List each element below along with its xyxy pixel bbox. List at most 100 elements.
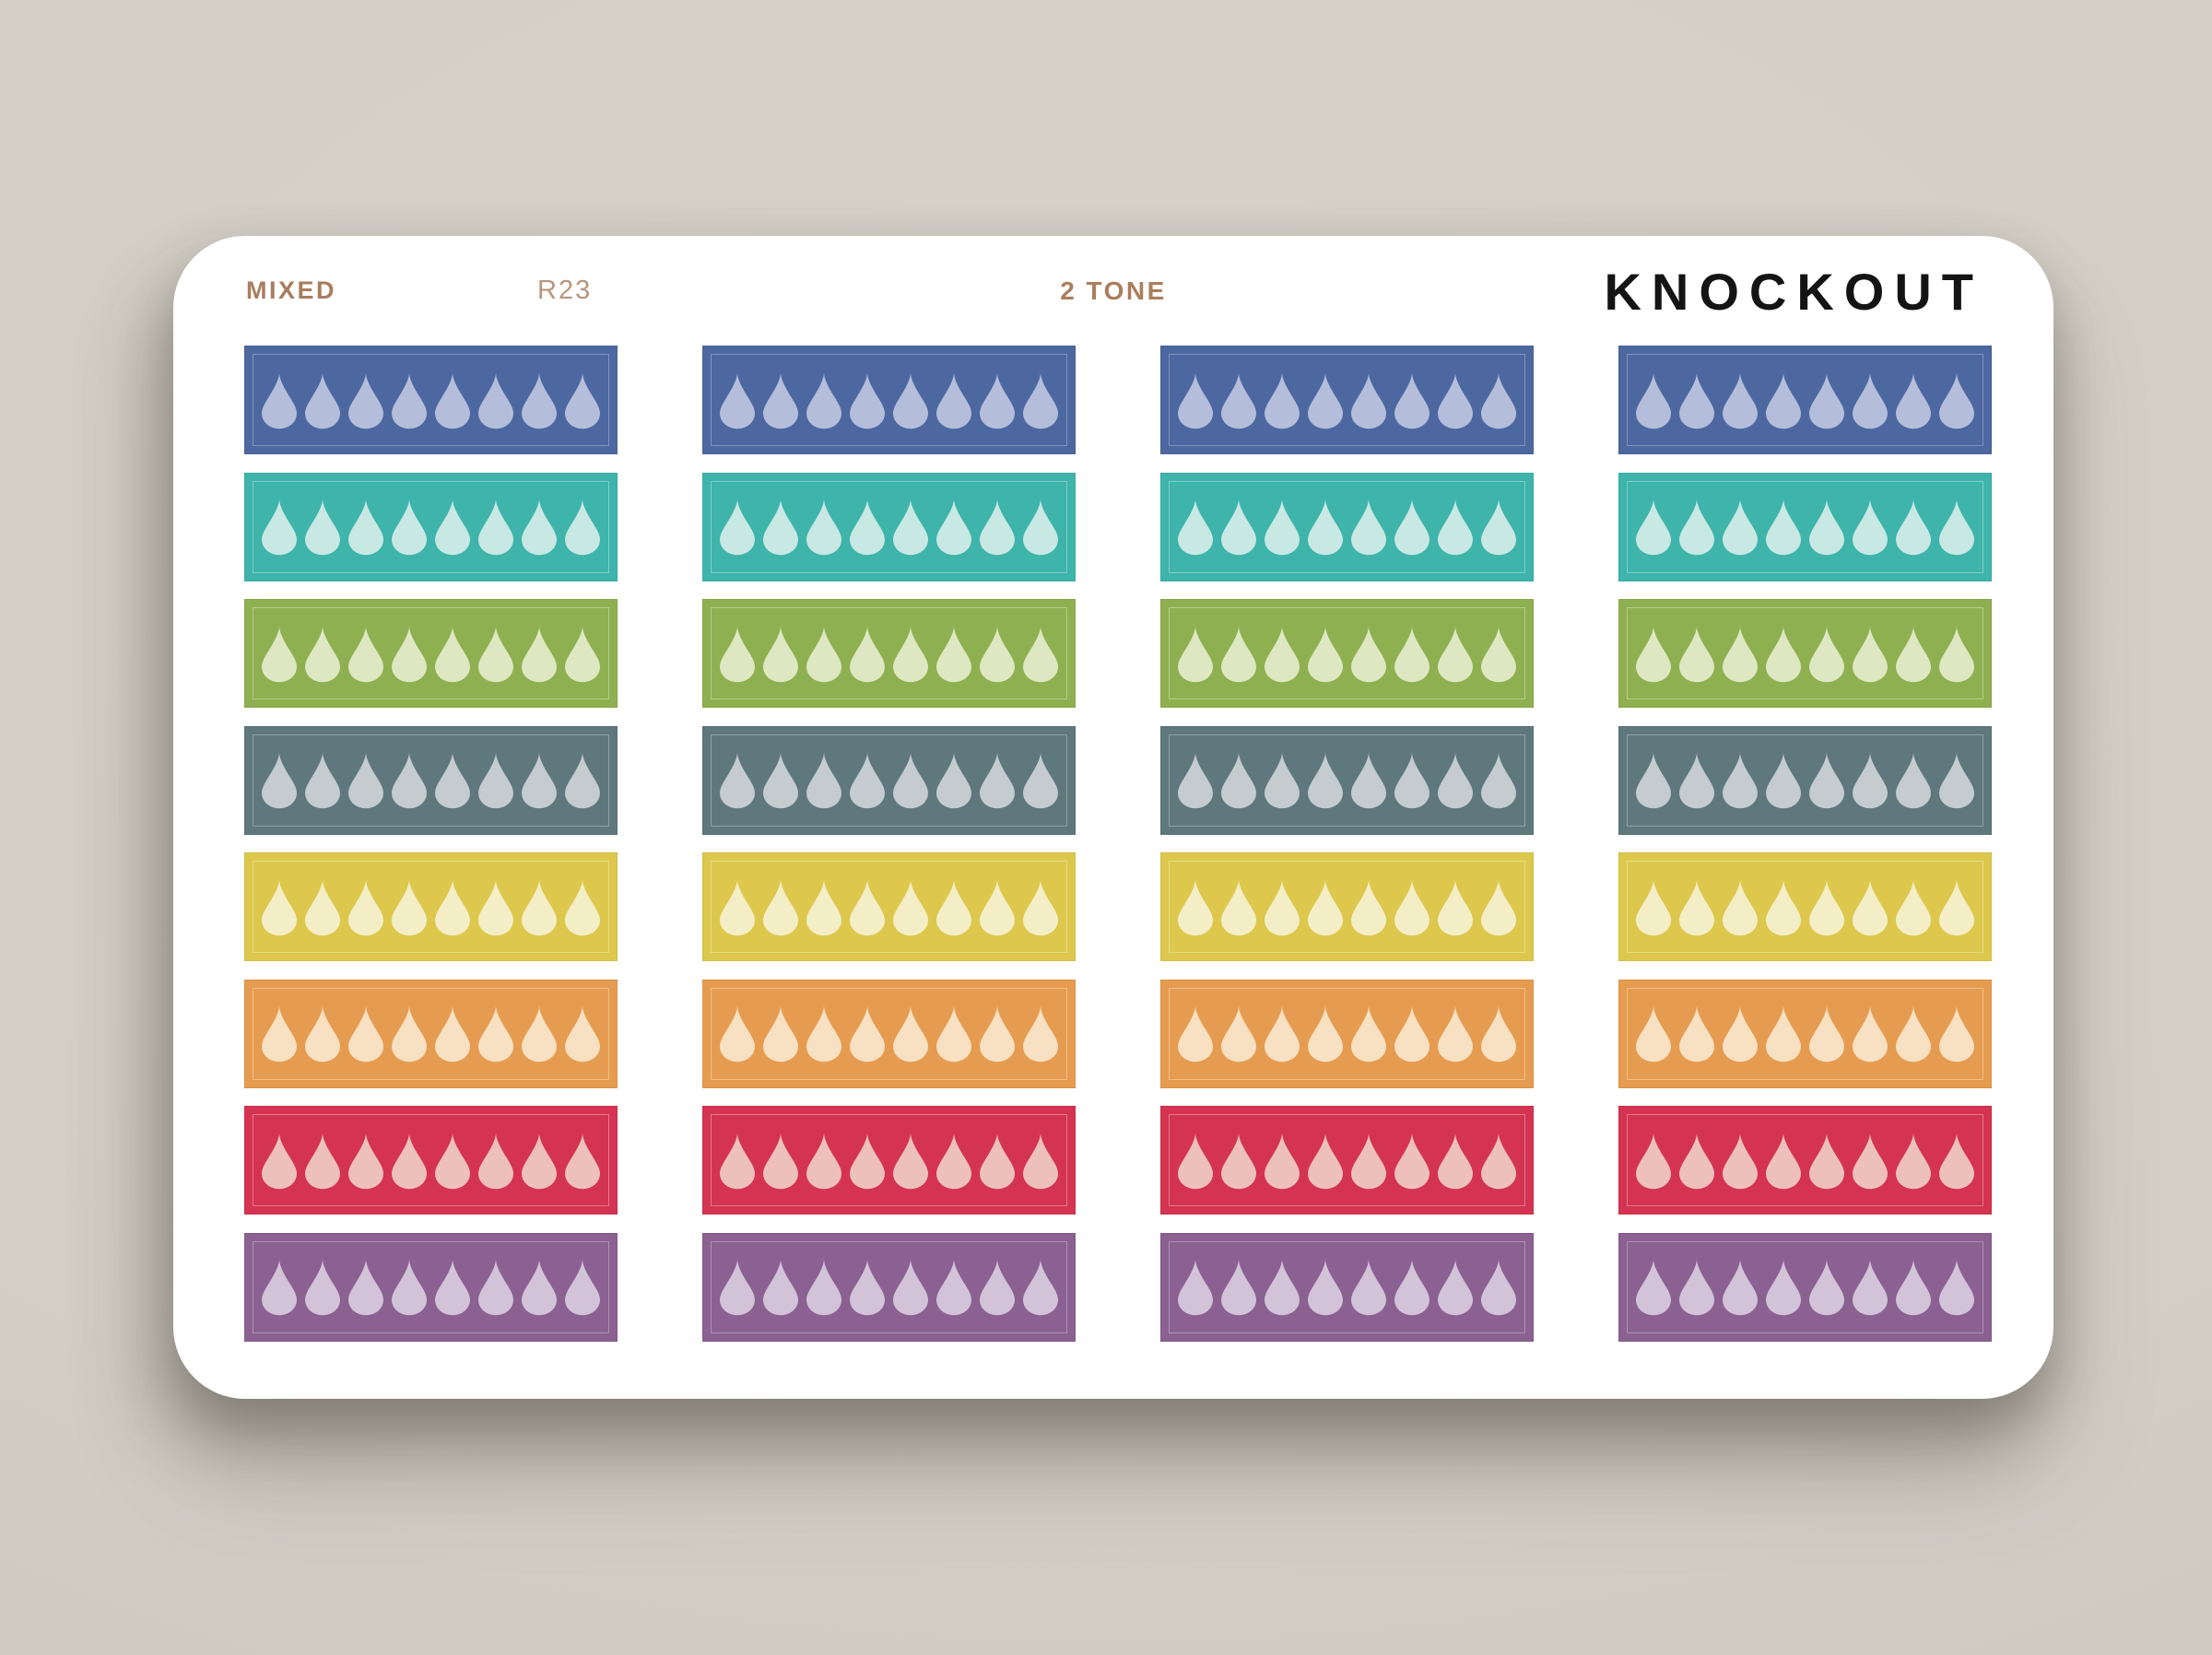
water-drop-icon bbox=[1722, 1132, 1759, 1190]
water-drop-icon bbox=[762, 1004, 799, 1062]
water-drop-icon bbox=[806, 498, 842, 556]
sticker-yellow-col1 bbox=[244, 852, 618, 961]
water-drop-icon bbox=[849, 371, 886, 429]
water-drop-icon bbox=[1350, 498, 1387, 556]
water-drop-icon bbox=[935, 1258, 972, 1316]
water-drop-icon bbox=[1678, 751, 1715, 809]
sticker-slate-col3 bbox=[1160, 725, 1534, 835]
water-drop-icon bbox=[1722, 1004, 1759, 1062]
water-drop-icon bbox=[1722, 751, 1759, 809]
water-drop-icon bbox=[434, 371, 471, 429]
water-drop-icon bbox=[1808, 1258, 1845, 1316]
water-drop-icon bbox=[1808, 625, 1845, 683]
water-drop-icon bbox=[935, 498, 972, 556]
sticker-grid bbox=[244, 346, 1992, 1342]
water-drop-icon bbox=[1480, 498, 1517, 556]
water-drop-icon bbox=[1350, 751, 1387, 809]
water-drop-icon bbox=[564, 371, 601, 429]
sticker-blue-col1 bbox=[244, 346, 618, 454]
water-drop-icon bbox=[1437, 751, 1474, 809]
water-drop-icon bbox=[304, 625, 341, 683]
water-drop-icon bbox=[1177, 1258, 1214, 1316]
water-drop-icon bbox=[1350, 878, 1387, 936]
water-drop-icon bbox=[261, 625, 298, 683]
sticker-yellow-col4 bbox=[1618, 852, 1992, 961]
sticker-teal-col4 bbox=[1618, 472, 1992, 581]
water-drop-icon bbox=[1895, 371, 1932, 429]
water-drop-icon bbox=[304, 751, 341, 809]
water-drop-icon bbox=[719, 625, 756, 683]
water-drop-icon bbox=[1765, 878, 1802, 936]
water-drop-icon bbox=[1635, 1132, 1672, 1190]
water-drop-icon bbox=[892, 625, 929, 683]
water-drop-icon bbox=[1264, 371, 1300, 429]
water-drop-icon bbox=[1264, 1132, 1300, 1190]
water-drop-icon bbox=[935, 371, 972, 429]
water-drop-icon bbox=[477, 1132, 514, 1190]
water-drop-icon bbox=[564, 498, 601, 556]
water-drop-icon bbox=[892, 751, 929, 809]
sticker-purple-col1 bbox=[244, 1232, 618, 1342]
sticker-red-col3 bbox=[1160, 1106, 1534, 1215]
water-drop-icon bbox=[1938, 498, 1975, 556]
water-drop-icon bbox=[347, 1004, 384, 1062]
water-drop-icon bbox=[1895, 1132, 1932, 1190]
water-drop-icon bbox=[304, 371, 341, 429]
water-drop-icon bbox=[806, 1004, 842, 1062]
water-drop-icon bbox=[1220, 751, 1257, 809]
water-drop-icon bbox=[1722, 498, 1759, 556]
water-drop-icon bbox=[477, 878, 514, 936]
sticker-red-col2 bbox=[702, 1106, 1076, 1215]
water-drop-icon bbox=[1480, 1004, 1517, 1062]
style-label: 2 TONE bbox=[1060, 276, 1167, 305]
water-drop-icon bbox=[391, 625, 428, 683]
water-drop-icon bbox=[261, 371, 298, 429]
water-drop-icon bbox=[1394, 878, 1430, 936]
water-drop-icon bbox=[849, 1258, 886, 1316]
water-drop-icon bbox=[1307, 751, 1344, 809]
water-drop-icon bbox=[1177, 1132, 1214, 1190]
water-drop-icon bbox=[1678, 371, 1715, 429]
water-drop-icon bbox=[1765, 1132, 1802, 1190]
water-drop-icon bbox=[434, 625, 471, 683]
water-drop-icon bbox=[1895, 751, 1932, 809]
water-drop-icon bbox=[1678, 498, 1715, 556]
sticker-green-col4 bbox=[1618, 599, 1992, 708]
water-drop-icon bbox=[892, 1132, 929, 1190]
water-drop-icon bbox=[347, 1132, 384, 1190]
water-drop-icon bbox=[391, 878, 428, 936]
water-drop-icon bbox=[1808, 1004, 1845, 1062]
water-drop-icon bbox=[347, 878, 384, 936]
water-drop-icon bbox=[1264, 498, 1300, 556]
water-drop-icon bbox=[719, 751, 756, 809]
water-drop-icon bbox=[1480, 1132, 1517, 1190]
water-drop-icon bbox=[1635, 878, 1672, 936]
water-drop-icon bbox=[261, 751, 298, 809]
water-drop-icon bbox=[521, 371, 558, 429]
water-drop-icon bbox=[1678, 625, 1715, 683]
water-drop-icon bbox=[1437, 625, 1474, 683]
water-drop-icon bbox=[391, 1258, 428, 1316]
water-drop-icon bbox=[979, 498, 1016, 556]
water-drop-icon bbox=[347, 498, 384, 556]
water-drop-icon bbox=[1722, 371, 1759, 429]
water-drop-icon bbox=[477, 1004, 514, 1062]
water-drop-icon bbox=[1437, 1132, 1474, 1190]
water-drop-icon bbox=[1722, 625, 1759, 683]
water-drop-icon bbox=[564, 1132, 601, 1190]
water-drop-icon bbox=[434, 1004, 471, 1062]
water-drop-icon bbox=[979, 371, 1016, 429]
water-drop-icon bbox=[304, 1132, 341, 1190]
water-drop-icon bbox=[979, 1132, 1016, 1190]
water-drop-icon bbox=[1765, 751, 1802, 809]
water-drop-icon bbox=[1895, 625, 1932, 683]
water-drop-icon bbox=[849, 1004, 886, 1062]
water-drop-icon bbox=[1394, 751, 1430, 809]
water-drop-icon bbox=[1437, 1258, 1474, 1316]
water-drop-icon bbox=[719, 1132, 756, 1190]
water-drop-icon bbox=[564, 625, 601, 683]
water-drop-icon bbox=[1895, 498, 1932, 556]
water-drop-icon bbox=[1852, 1258, 1888, 1316]
water-drop-icon bbox=[849, 751, 886, 809]
water-drop-icon bbox=[1394, 1258, 1430, 1316]
